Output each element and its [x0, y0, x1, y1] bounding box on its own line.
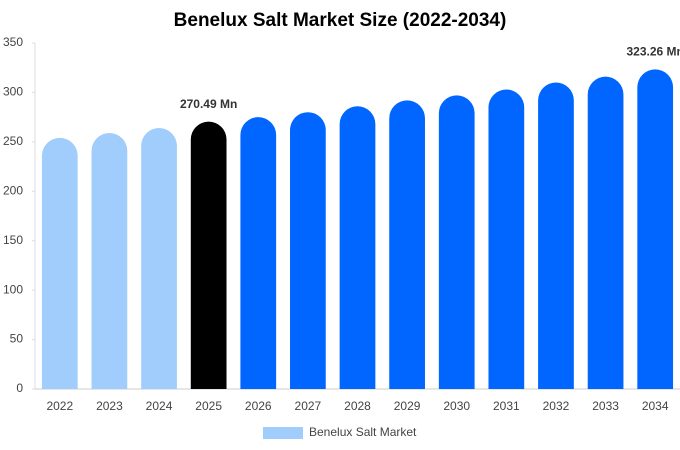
y-tick-label: 100	[3, 282, 23, 296]
bar	[290, 112, 326, 389]
x-tick-label: 2028	[344, 399, 371, 413]
x-tick-label: 2029	[394, 399, 421, 413]
x-tick-label: 2025	[195, 399, 222, 413]
x-tick-label: 2024	[146, 399, 173, 413]
x-tick-label: 2034	[642, 399, 669, 413]
chart-title: Benelux Salt Market Size (2022-2034)	[174, 10, 507, 31]
x-tick-label: 2032	[543, 399, 570, 413]
y-tick-label: 250	[3, 134, 23, 148]
y-tick-label: 50	[10, 332, 24, 346]
y-tick-label: 300	[3, 85, 23, 99]
y-tick-label: 200	[3, 183, 23, 197]
bar	[240, 117, 277, 390]
y-tick-label: 0	[16, 381, 23, 395]
bar	[488, 89, 525, 389]
bar	[141, 128, 177, 389]
value-label: 323.26 Mn	[627, 45, 680, 59]
x-tick-label: 2030	[443, 399, 470, 413]
y-tick-label: 350	[3, 35, 23, 49]
bar	[339, 106, 376, 390]
bar	[438, 95, 475, 389]
bar	[190, 121, 227, 390]
bar	[41, 137, 78, 389]
x-tick-label: 2033	[592, 399, 619, 413]
x-tick-label: 2031	[493, 399, 520, 413]
legend-swatch	[263, 427, 303, 439]
value-label: 270.49 Mn	[180, 97, 237, 111]
bar	[91, 132, 128, 389]
x-tick-label: 2023	[96, 399, 123, 413]
x-tick-label: 2022	[46, 399, 73, 413]
bar	[637, 69, 674, 390]
bar	[389, 100, 425, 389]
bar	[587, 76, 624, 389]
x-tick-label: 2027	[295, 399, 322, 413]
legend-label: Benelux Salt Market	[309, 425, 417, 439]
bar	[538, 82, 574, 390]
x-tick-label: 2026	[245, 399, 272, 413]
y-tick-label: 150	[3, 233, 23, 247]
